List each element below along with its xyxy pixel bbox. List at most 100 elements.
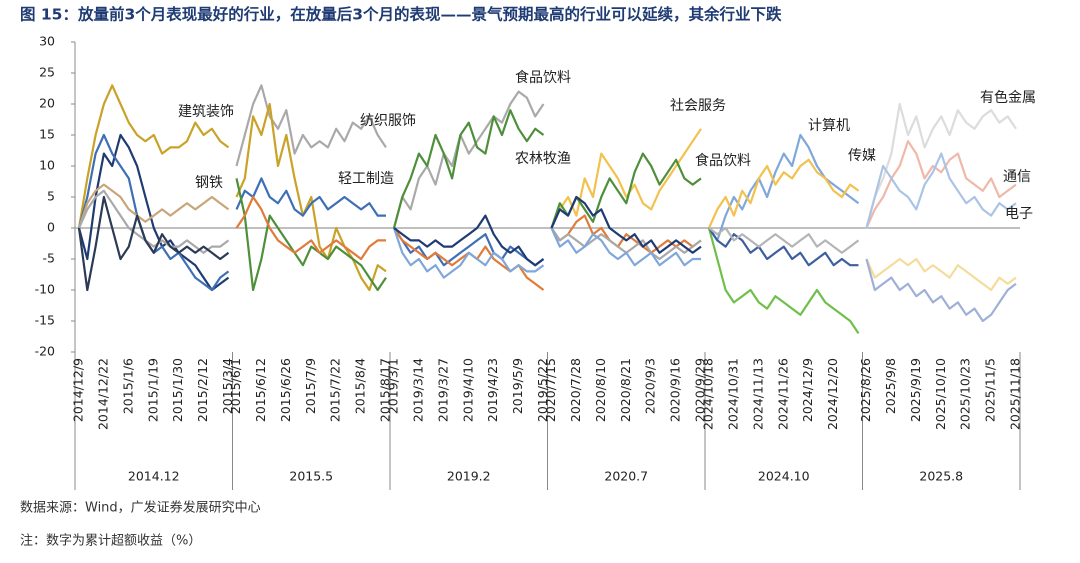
annotation: 钢铁 [195,175,223,191]
series-line [392,90,545,229]
x-tick-label: 2025/10/23 [958,358,973,430]
y-tick-label: -5 [43,251,55,266]
x-tick-label: 2015/1/19 [145,358,160,422]
series-line [235,84,387,167]
series-line [235,178,387,292]
series-line [707,158,860,229]
x-tick-label: 2025/11/18 [1008,358,1023,430]
group-label: 2020.7 [604,469,648,484]
annotation: 农林牧渔 [515,151,571,167]
x-tick-label: 2015/1/6 [120,358,135,414]
y-tick-label: 30 [39,34,55,49]
group-label: 2014.12 [128,469,180,484]
x-tick-label: 2024/11/26 [775,358,790,430]
annotation: 电子 [1005,206,1033,222]
x-tick-label: 2015/8/4 [353,358,368,414]
x-tick-label: 2019/4/10 [460,358,475,422]
series-line [77,195,230,292]
x-tick-label: 2015/6/12 [253,358,268,422]
series-line [77,133,230,292]
x-tick-label: 2014/12/22 [95,358,110,430]
x-tick-label: 2019/5/22 [535,358,550,422]
group-label: 2024.10 [758,469,810,484]
x-tick-label: 2024/10/18 [701,358,716,430]
y-tick-label: -15 [35,313,55,328]
x-tick-label: 2019/3/1 [386,358,401,414]
series-line [865,102,1017,229]
annotation: 社会服务 [670,98,726,114]
x-tick-label: 2020/7/28 [568,358,583,422]
annotation: 轻工制造 [338,171,394,187]
series-line [865,152,1017,229]
x-tick-label: 2020/8/10 [593,358,608,422]
annotation: 建筑装饰 [178,104,234,120]
x-tick-label: 2025/9/8 [883,358,898,414]
x-tick-label: 2024/10/31 [725,358,740,430]
source: 数据来源：Wind，广发证券发展研究中心 [20,500,261,516]
x-tick-label: 2015/1/30 [170,358,185,422]
series-line [393,227,545,291]
x-tick-label: 2024/12/20 [825,358,840,430]
x-tick-label: 2024/12/9 [800,358,815,422]
series-line [77,189,230,254]
x-tick-label: 2015/2/12 [195,358,210,422]
x-tick-label: 2015/7/9 [303,358,318,414]
x-tick-label: 2019/3/14 [410,358,425,422]
x-tick-label: 2025/8/26 [858,358,873,422]
annotation: 有色金属 [980,89,1036,106]
series-line [392,227,545,279]
series-line [550,195,702,254]
x-tick-label: 2019/3/27 [435,358,450,422]
annotation: 计算机 [808,118,850,134]
chart-title: 图 15：放量前3个月表现最好的行业，在放量后3个月的表现——景气预期最高的行业… [20,5,782,24]
x-tick-label: 2015/8/17 [378,358,393,422]
series-line [708,227,859,267]
y-tick-label: -10 [35,282,55,297]
annotation: 食品饮料 [695,152,751,169]
x-tick-label: 2015/6/26 [278,358,293,422]
annotation: 传媒 [848,148,876,164]
x-tick-label: 2015/7/22 [328,358,343,422]
x-tick-label: 2014/12/9 [71,358,86,422]
y-tick-label: -20 [35,344,55,359]
series-line [707,227,860,335]
x-tick-label: 2015/6/1 [228,358,243,414]
x-tick-label: 2020/9/16 [668,358,683,422]
x-tick-label: 2025/10/10 [933,358,948,430]
series-line [550,128,702,229]
y-tick-label: 10 [39,158,55,173]
x-tick-label: 2020/9/3 [643,358,658,414]
group-label: 2015.5 [289,469,333,484]
series-line [865,257,1017,292]
y-tick-label: 20 [39,96,55,111]
x-tick-label: 2015/3/4 [220,358,235,414]
series-line [708,133,860,242]
y-tick-label: 5 [47,189,55,204]
x-tick-label: 2019/4/23 [485,358,500,422]
x-tick-label: 2024/11/13 [750,358,765,430]
x-tick-label: 2020/9/29 [693,358,708,422]
annotation: 纺织服饰 [360,113,416,129]
y-tick-label: 15 [39,127,55,142]
annotation: 通信 [1003,169,1031,185]
annotation: 食品饮料 [515,69,571,86]
series-line [865,258,1017,323]
series-line [550,152,702,229]
x-tick-label: 2025/9/19 [908,358,923,422]
series-line [393,227,545,267]
series-line [550,227,701,267]
x-tick-label: 2020/7/15 [543,358,558,422]
series-line [708,226,860,254]
x-tick-label: 2020/8/21 [618,358,633,422]
series-line [235,195,386,261]
group-label: 2019.2 [447,469,491,484]
series-line [235,177,386,217]
series-line [392,109,545,229]
series-line [77,183,230,229]
series-line [235,102,387,292]
group-label: 2025.8 [919,469,963,484]
y-tick-label: 0 [47,220,55,235]
y-tick-label: 25 [39,65,55,80]
x-tick-label: 2025/11/5 [983,358,998,422]
